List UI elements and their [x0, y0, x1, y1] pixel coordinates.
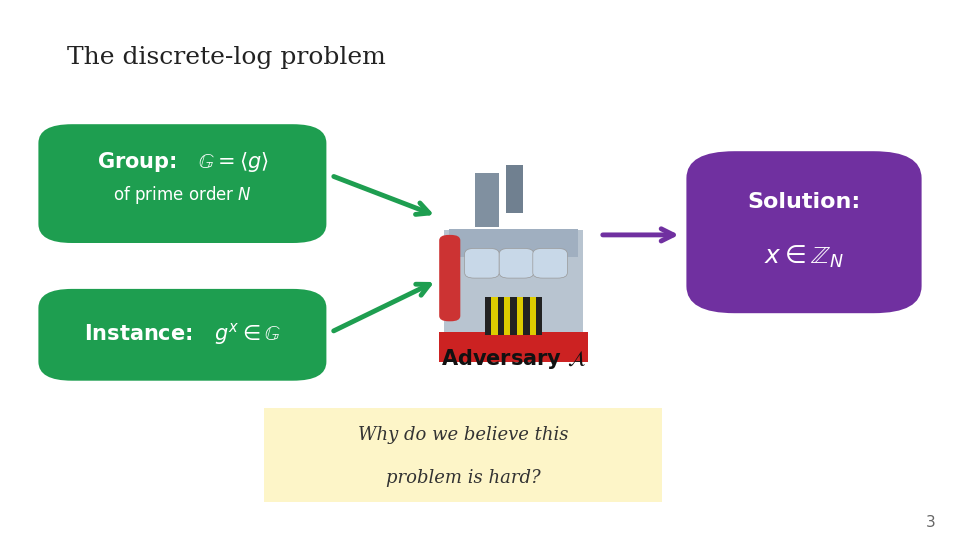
FancyBboxPatch shape: [465, 248, 499, 278]
FancyBboxPatch shape: [485, 297, 542, 335]
FancyBboxPatch shape: [485, 297, 492, 335]
Text: Adversary $\mathcal{A}$: Adversary $\mathcal{A}$: [441, 347, 587, 371]
FancyBboxPatch shape: [475, 173, 499, 227]
Text: problem is hard?: problem is hard?: [386, 469, 541, 487]
Text: Why do we believe this: Why do we believe this: [358, 426, 569, 444]
FancyBboxPatch shape: [38, 289, 326, 381]
Text: Instance:   $g^x \in \mathbb{G}$: Instance: $g^x \in \mathbb{G}$: [84, 321, 281, 347]
FancyBboxPatch shape: [511, 297, 516, 335]
FancyBboxPatch shape: [499, 248, 534, 278]
Text: 3: 3: [926, 515, 936, 530]
FancyBboxPatch shape: [449, 230, 578, 256]
FancyBboxPatch shape: [506, 165, 523, 213]
FancyBboxPatch shape: [497, 297, 504, 335]
FancyBboxPatch shape: [264, 408, 662, 502]
FancyBboxPatch shape: [523, 297, 530, 335]
FancyBboxPatch shape: [536, 297, 542, 335]
Text: Solution:: Solution:: [748, 192, 861, 213]
FancyBboxPatch shape: [440, 332, 588, 362]
Text: of prime order $N$: of prime order $N$: [113, 185, 252, 206]
Text: The discrete-log problem: The discrete-log problem: [67, 46, 386, 69]
Text: $x \in \mathbb{Z}_N$: $x \in \mathbb{Z}_N$: [764, 244, 845, 269]
FancyBboxPatch shape: [533, 248, 567, 278]
FancyBboxPatch shape: [686, 151, 922, 313]
FancyBboxPatch shape: [38, 124, 326, 243]
FancyBboxPatch shape: [440, 235, 461, 321]
Text: Group:   $\mathbb{G} = \langle g \rangle$: Group: $\mathbb{G} = \langle g \rangle$: [97, 150, 268, 174]
FancyBboxPatch shape: [444, 230, 584, 332]
